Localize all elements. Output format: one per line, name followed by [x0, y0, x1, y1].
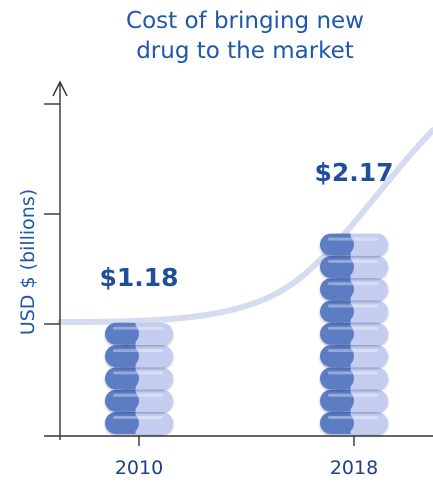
pill-dark-join [122, 322, 136, 345]
pill-highlight [328, 416, 378, 419]
pill-2018-4 [320, 322, 388, 345]
pill-dark-join [337, 345, 351, 368]
pill-highlight [328, 282, 378, 286]
pill-2018-8 [320, 233, 388, 256]
data-label-2018: $2.17 [314, 158, 393, 187]
pill-2010-4 [105, 322, 173, 345]
pill-highlight [328, 349, 378, 353]
pill-dark-join [337, 278, 351, 301]
pill-dark-join [337, 300, 351, 323]
pill-2010-2 [105, 367, 173, 390]
pill-highlight [113, 326, 163, 330]
pill-highlight [328, 393, 378, 397]
bars-group [105, 233, 388, 434]
x-tick-label-2018: 2018 [330, 457, 378, 479]
chart-title-line-1: Cost of bringing new [126, 8, 364, 34]
pill-dark-join [337, 322, 351, 345]
bar-2010 [105, 322, 173, 434]
pill-dark-join [337, 389, 351, 412]
pill-2018-3 [320, 345, 388, 368]
pill-2018-7 [320, 255, 388, 278]
data-label-2010: $1.18 [99, 263, 178, 292]
chart-title-line-2: drug to the market [136, 38, 354, 64]
pill-dark-join [122, 345, 136, 368]
pill-2018-1 [320, 389, 388, 412]
pill-highlight [113, 416, 163, 419]
y-axis-label: USD $ (billions) [17, 189, 39, 335]
x-tick-label-2010: 2010 [115, 457, 163, 479]
y-axis-ticks [44, 103, 60, 325]
pill-2018-2 [320, 367, 388, 390]
pill-highlight [328, 371, 378, 375]
bar-2018 [320, 233, 388, 434]
pill-2010-1 [105, 389, 173, 412]
pill-highlight [328, 326, 378, 330]
pill-2018-5 [320, 300, 388, 323]
y-axis-arrow [52, 80, 68, 97]
pill-2018-0 [320, 412, 388, 434]
pill-dark-join [122, 367, 136, 390]
pill-highlight [328, 259, 378, 263]
trend-curve [57, 127, 433, 325]
pill-dark-join [122, 389, 136, 412]
pill-highlight [113, 393, 163, 397]
pill-highlight [113, 349, 163, 353]
pill-dark-join [337, 412, 351, 434]
pill-highlight [328, 304, 378, 308]
pill-highlight [113, 371, 163, 375]
pill-2018-6 [320, 278, 388, 301]
pill-2010-3 [105, 345, 173, 368]
pill-dark-join [337, 233, 351, 256]
pill-highlight [328, 237, 378, 241]
pill-dark-join [122, 412, 136, 434]
pill-2010-0 [105, 412, 173, 434]
pill-dark-join [337, 255, 351, 278]
pill-dark-join [337, 367, 351, 390]
x-axis-ticks [138, 436, 355, 446]
